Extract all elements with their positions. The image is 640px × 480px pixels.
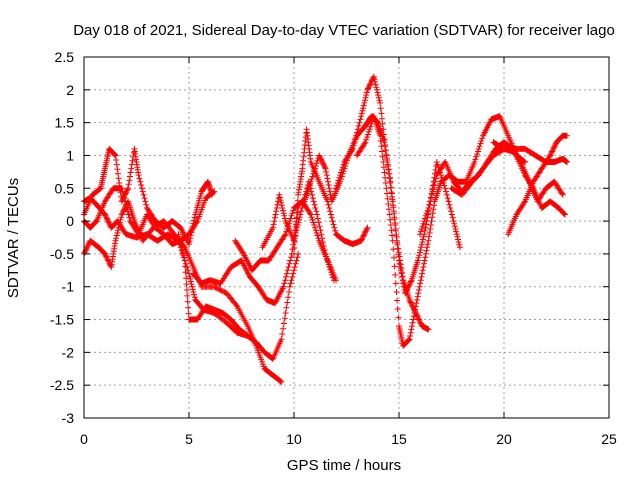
data-point-markers xyxy=(354,113,528,349)
y-tick-label: -0.5 xyxy=(50,246,74,262)
y-tick-label: 1.5 xyxy=(55,115,75,131)
y-axis-ticks: -3 -2.5 -2 -1.5 -1 -0.5 0 0.5 1 1.5 2 2.5 xyxy=(50,49,609,426)
chart-title: Day 018 of 2021, Sidereal Day-to-day VTE… xyxy=(73,22,615,39)
y-tick-label: -2.5 xyxy=(50,377,74,393)
series-sat-arc-12 xyxy=(354,113,528,349)
x-tick-label: 20 xyxy=(496,431,512,447)
x-tick-label: 0 xyxy=(80,431,88,447)
y-tick-label: 1 xyxy=(66,147,74,163)
y-tick-label: 0 xyxy=(66,213,74,229)
y-tick-label: -1 xyxy=(62,279,75,295)
data-point-markers xyxy=(333,73,463,297)
y-tick-label: -2 xyxy=(62,344,75,360)
data-series xyxy=(81,73,570,385)
x-axis-ticks: 0 5 10 15 20 25 xyxy=(80,57,617,447)
y-tick-label: -3 xyxy=(62,410,75,426)
plot-frame xyxy=(83,56,610,419)
x-axis-label: GPS time / hours xyxy=(287,457,401,474)
x-tick-label: 15 xyxy=(391,431,407,447)
x-tick-label: 10 xyxy=(286,431,302,447)
series-sat-arc-11 xyxy=(333,73,463,297)
y-tick-label: 2.5 xyxy=(55,49,75,65)
data-point-markers xyxy=(291,126,371,257)
series-sat-arc-16 xyxy=(490,139,570,165)
y-tick-label: 2 xyxy=(66,82,74,98)
x-tick-label: 5 xyxy=(185,431,193,447)
x-tick-label: 25 xyxy=(601,431,617,447)
series-sat-arc-9 xyxy=(291,126,371,257)
series-sat-arc-6 xyxy=(190,205,302,307)
y-tick-label: 0.5 xyxy=(55,180,75,196)
data-point-markers xyxy=(190,205,302,307)
data-point-markers xyxy=(490,139,570,165)
grid-lines xyxy=(84,57,609,418)
y-tick-label: -1.5 xyxy=(50,312,74,328)
series-sat-arc-4 xyxy=(175,231,302,362)
data-point-markers xyxy=(175,231,302,362)
y-axis-label: SDTVAR / TECUs xyxy=(5,178,22,298)
